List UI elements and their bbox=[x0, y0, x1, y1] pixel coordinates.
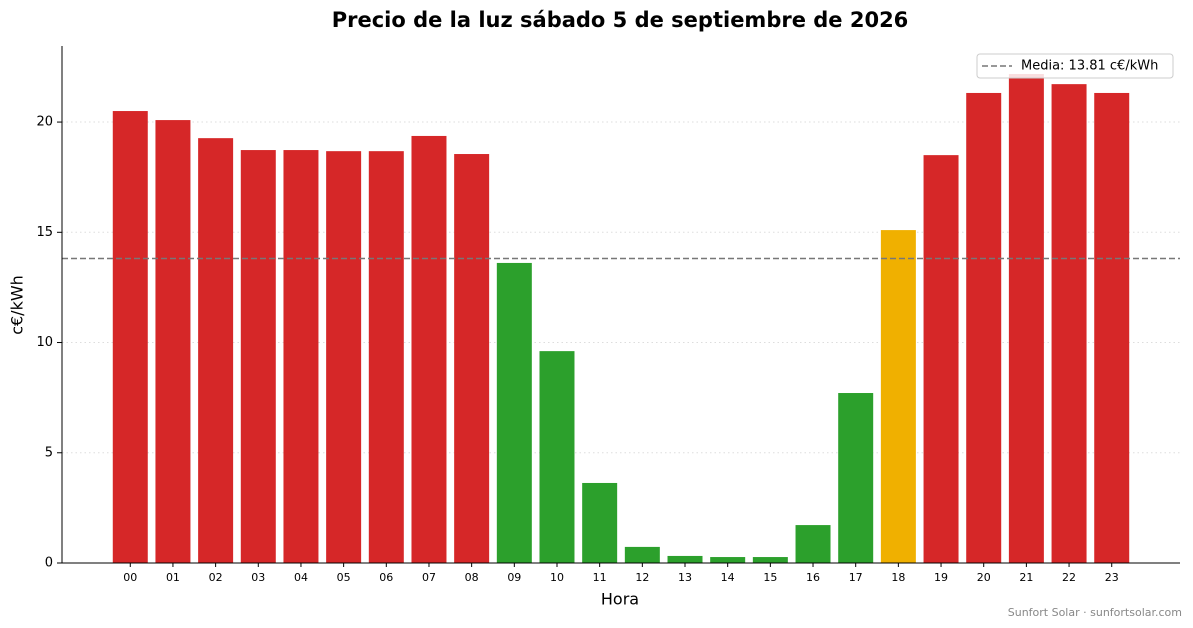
x-tick-label: 03 bbox=[251, 571, 265, 584]
x-tick-label: 00 bbox=[123, 571, 137, 584]
bar bbox=[326, 151, 362, 563]
y-tick-label: 5 bbox=[45, 445, 53, 460]
x-tick-label: 10 bbox=[550, 571, 564, 584]
bar bbox=[198, 138, 234, 564]
bar bbox=[539, 351, 575, 563]
chart-title: Precio de la luz sábado 5 de septiembre … bbox=[332, 8, 909, 32]
x-tick-label: 01 bbox=[166, 571, 180, 584]
x-tick-label: 11 bbox=[593, 571, 607, 584]
x-tick-label: 19 bbox=[934, 571, 948, 584]
y-tick-label: 0 bbox=[45, 556, 53, 571]
bar bbox=[1051, 84, 1087, 564]
x-tick-label: 22 bbox=[1062, 571, 1076, 584]
x-tick-label: 21 bbox=[1019, 571, 1033, 584]
x-tick-label: 06 bbox=[379, 571, 393, 584]
x-tick-label: 12 bbox=[635, 571, 649, 584]
bar bbox=[838, 393, 874, 563]
x-axis-label: Hora bbox=[601, 590, 639, 609]
x-tick-label: 13 bbox=[678, 571, 692, 584]
bar bbox=[368, 151, 404, 563]
bar bbox=[880, 230, 916, 564]
y-tick-label: 15 bbox=[36, 225, 53, 240]
bar bbox=[795, 525, 831, 563]
footer: Sunfort Solar · sunfortsolar.com bbox=[1008, 606, 1182, 619]
bar bbox=[496, 262, 532, 563]
bar bbox=[710, 557, 746, 563]
bar bbox=[411, 135, 447, 563]
x-tick-label: 15 bbox=[763, 571, 777, 584]
bar bbox=[624, 546, 660, 563]
x-tick-label: 16 bbox=[806, 571, 820, 584]
x-tick-label: 07 bbox=[422, 571, 436, 584]
bar bbox=[923, 155, 959, 563]
bar bbox=[112, 111, 148, 563]
x-tick-label: 18 bbox=[891, 571, 905, 584]
bar bbox=[582, 482, 618, 563]
x-tick-label: 20 bbox=[977, 571, 991, 584]
bar bbox=[966, 92, 1002, 564]
x-tick-label: 08 bbox=[465, 571, 479, 584]
x-tick-label: 04 bbox=[294, 571, 308, 584]
x-tick-label: 17 bbox=[849, 571, 863, 584]
bar bbox=[667, 555, 703, 563]
bar bbox=[454, 154, 490, 563]
x-tick-label: 09 bbox=[507, 571, 521, 584]
y-tick-label: 10 bbox=[36, 335, 53, 350]
bar bbox=[1008, 73, 1044, 563]
bar bbox=[283, 150, 319, 563]
x-tick-label: 02 bbox=[209, 571, 223, 584]
bar bbox=[240, 150, 276, 563]
y-tick-label: 20 bbox=[36, 115, 53, 130]
x-tick-label: 14 bbox=[721, 571, 735, 584]
bar bbox=[1094, 92, 1130, 564]
legend-label: Media: 13.81 c€/kWh bbox=[1021, 59, 1158, 74]
x-tick-label: 23 bbox=[1105, 571, 1119, 584]
bar bbox=[155, 120, 191, 564]
y-axis-label: c€/kWh bbox=[8, 275, 27, 335]
legend-box bbox=[976, 53, 1174, 79]
bar bbox=[752, 557, 788, 563]
x-tick-label: 05 bbox=[337, 571, 351, 584]
